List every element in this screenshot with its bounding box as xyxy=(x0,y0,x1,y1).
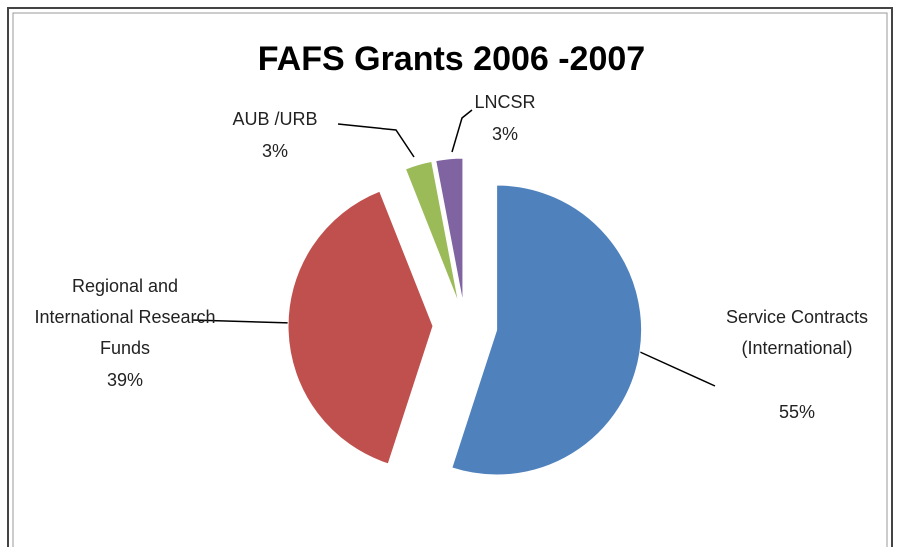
slice-label: LNCSR xyxy=(474,92,536,112)
pie-slice xyxy=(435,157,464,304)
slice-label: Service Contracts (International) xyxy=(725,307,869,358)
slice-label: AUB /URB xyxy=(232,109,318,129)
frame xyxy=(7,7,893,547)
leader-line xyxy=(639,351,716,387)
slice-value-label: 55% xyxy=(778,402,816,422)
leader-line xyxy=(337,123,415,158)
pie-slice xyxy=(404,160,460,305)
slice-value-label: 3% xyxy=(261,141,288,161)
slice-value-label: 3% xyxy=(491,124,518,144)
chart-title: FAFS Grants 2006 -2007 xyxy=(257,40,646,78)
pie-slice xyxy=(451,184,643,476)
pie-slice xyxy=(287,190,434,465)
inner-frame xyxy=(12,12,888,547)
slice-label: Regional and International Research Fund… xyxy=(34,276,216,358)
slice-value-label: 39% xyxy=(106,370,144,390)
leader-line xyxy=(451,109,473,153)
